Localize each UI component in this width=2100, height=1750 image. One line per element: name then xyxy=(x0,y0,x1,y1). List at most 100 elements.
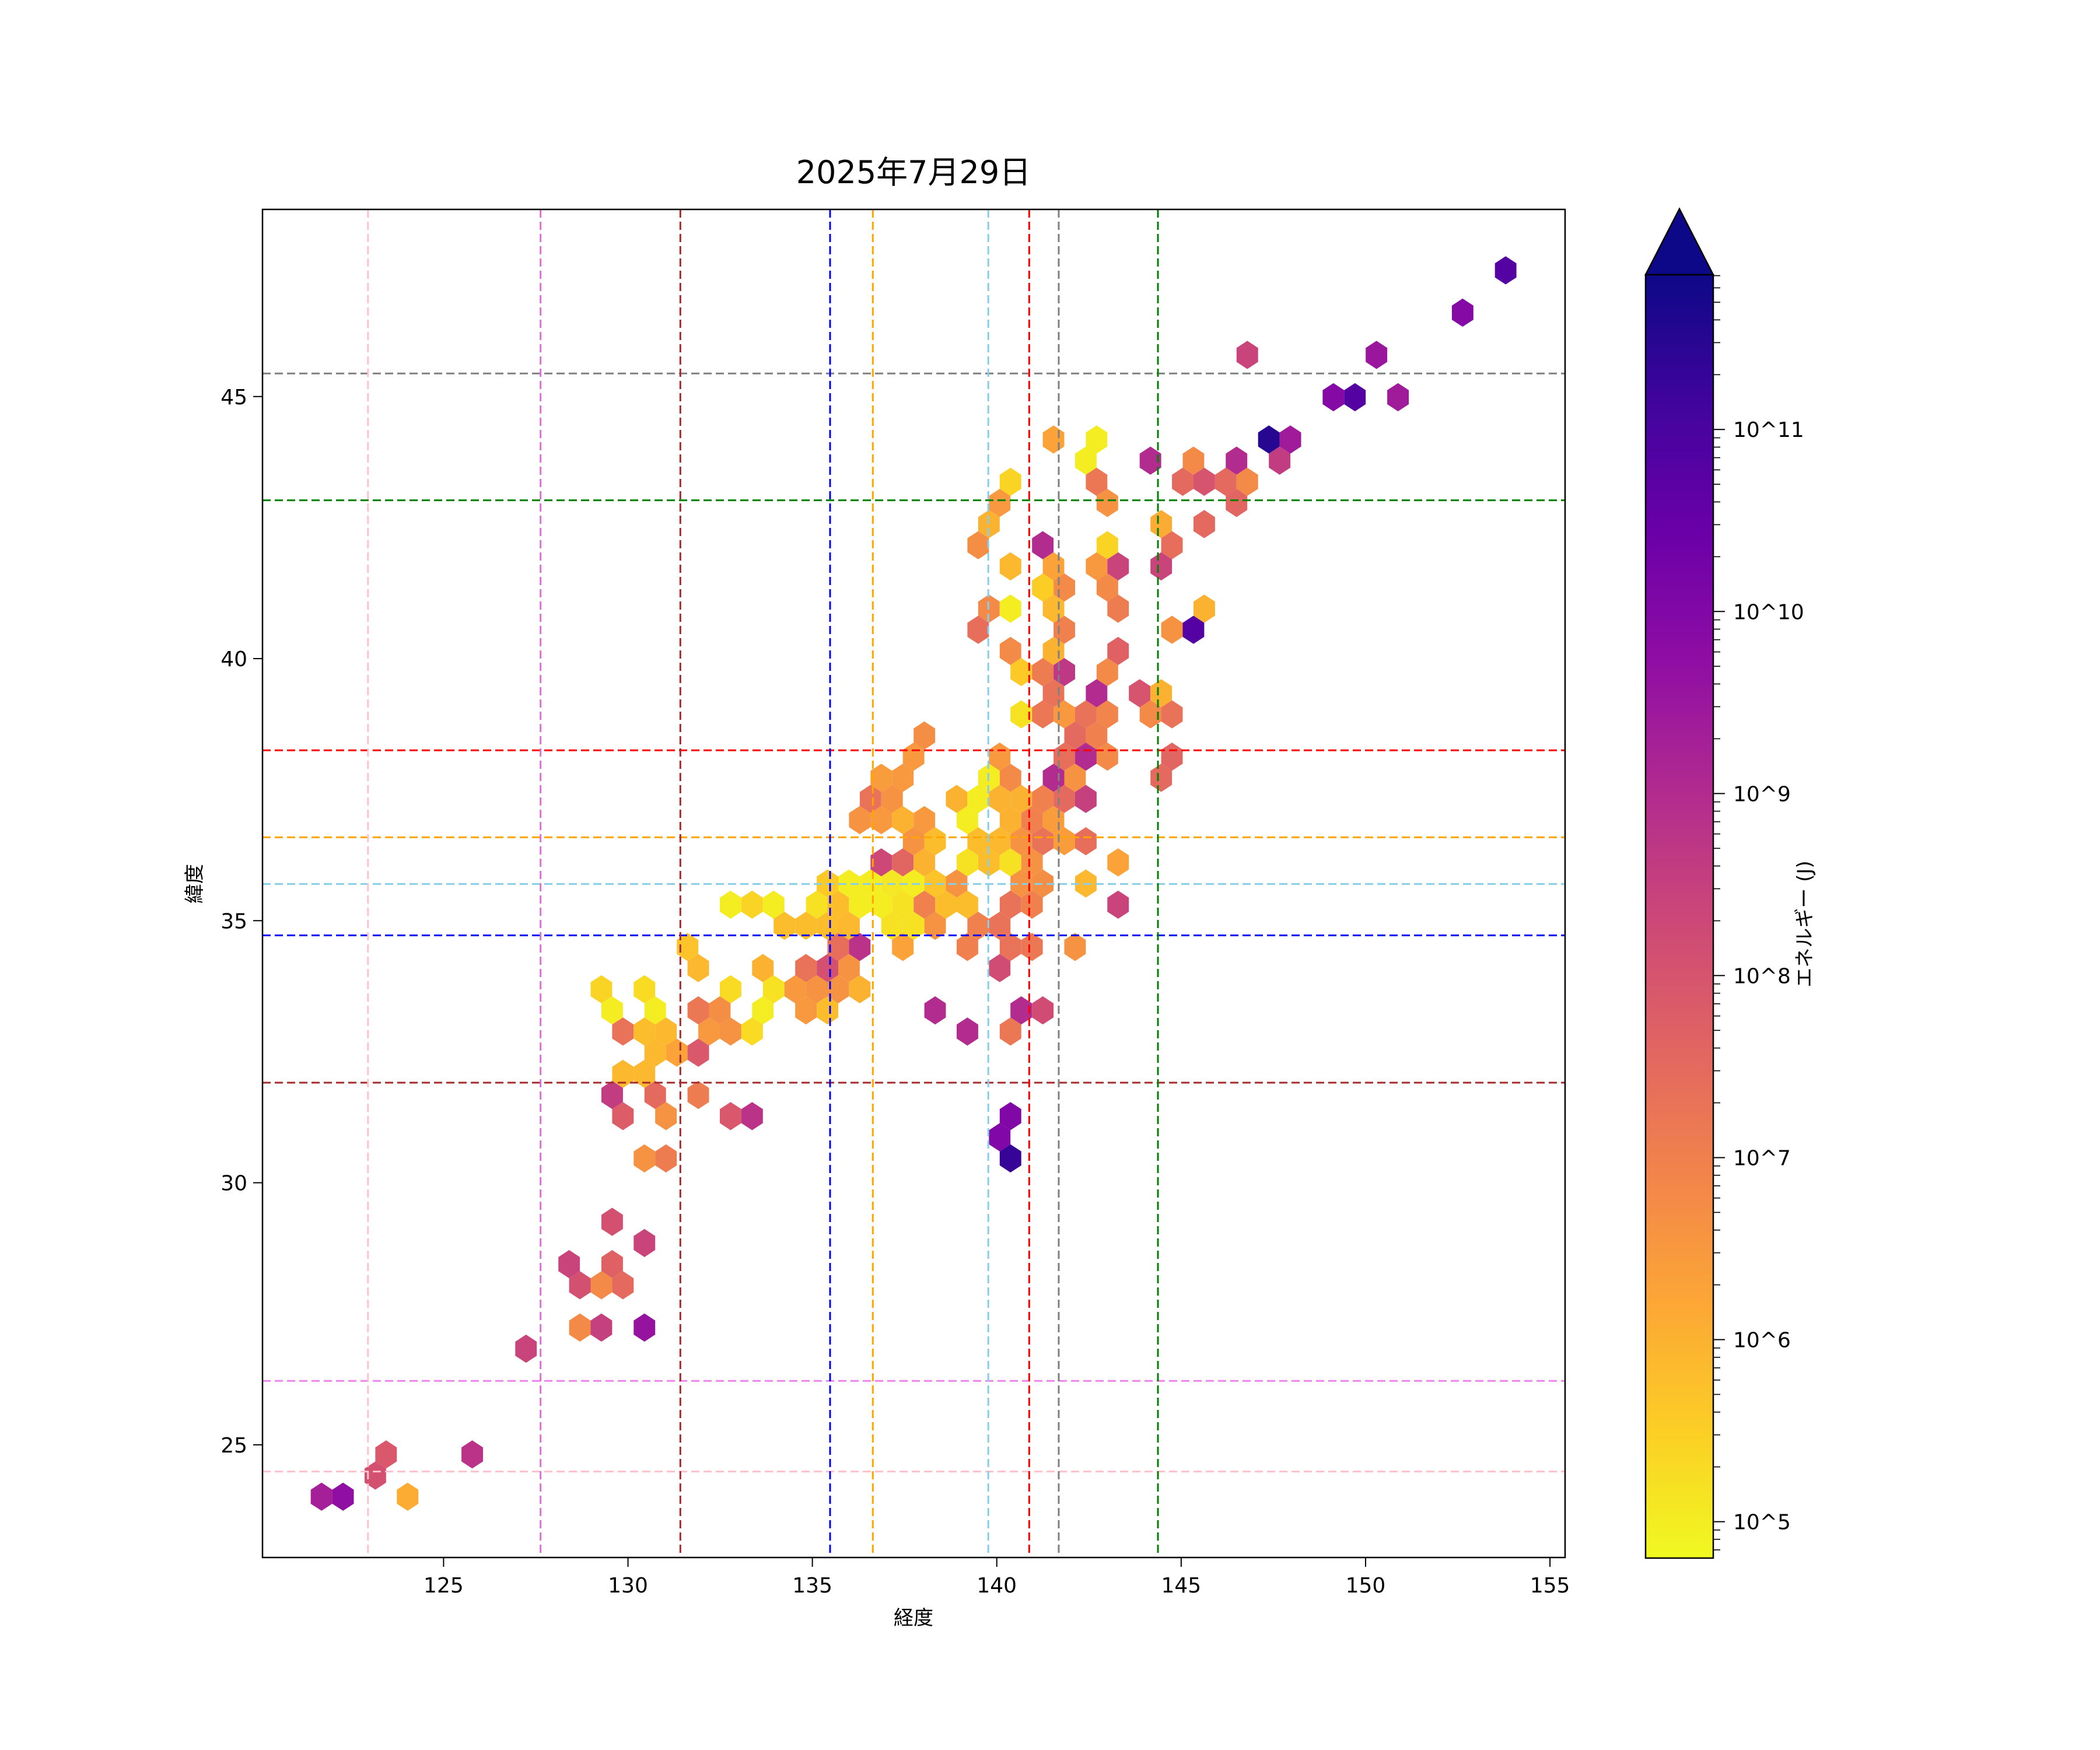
hexbin-cell xyxy=(1064,764,1086,792)
hexbin-cell xyxy=(1107,552,1129,581)
colorbar: 10^5 10^6 10^7 10^8 10^9 10^10 10^11 エネルギー (J) xyxy=(1644,207,1817,1559)
hexbin-cell xyxy=(914,848,936,877)
hexbin-cell xyxy=(1042,764,1065,792)
x-tick-label: 150 xyxy=(1346,1574,1386,1598)
hexbin-cell xyxy=(870,848,892,877)
hexbin-cell xyxy=(666,1038,688,1067)
hexbin-cell xyxy=(720,975,741,1003)
hexbin-cell xyxy=(1494,256,1517,285)
hexbin-cell xyxy=(634,1228,656,1257)
hexbin-cell xyxy=(558,1250,580,1279)
hexbin-cell xyxy=(709,996,731,1025)
hexbin-cell xyxy=(698,1017,720,1046)
hexbin-cell xyxy=(461,1440,483,1469)
colorbar-tick-label: 10^7 xyxy=(1733,1146,1791,1170)
hexbin-cell xyxy=(1172,467,1194,496)
hexbin-cell xyxy=(957,890,978,919)
hexbin-cell xyxy=(1086,467,1108,496)
x-axis-label: 経度 xyxy=(894,1606,933,1630)
colorbar-label: エネルギー (J) xyxy=(1793,860,1817,987)
chart-title: 2025年7月29日 xyxy=(796,154,1031,191)
colorbar-gradient xyxy=(1644,274,1714,1559)
hexbin-cell xyxy=(634,1144,656,1172)
hexbin-cell xyxy=(1064,933,1086,961)
hexbin-cell xyxy=(784,975,806,1003)
hexbin-cell xyxy=(590,1271,612,1300)
hexbin-cell xyxy=(515,1334,537,1363)
hexbin-cell xyxy=(1075,785,1097,813)
hexbin-cell xyxy=(1064,721,1086,750)
hexbin-cell xyxy=(1032,869,1054,898)
hexbin-cell xyxy=(806,975,828,1003)
hexbin-cell xyxy=(1139,446,1161,475)
hexbin-cell xyxy=(795,912,817,940)
colorbar-tick-label: 10^6 xyxy=(1733,1329,1791,1353)
hexbin-cell xyxy=(892,806,914,835)
hexbin-cell xyxy=(999,890,1021,919)
hexbin-cell xyxy=(601,1250,623,1279)
hexbin-cell xyxy=(849,806,871,835)
hexbin-cell xyxy=(1161,615,1183,644)
hexbin-cell xyxy=(827,975,849,1003)
hexbin-cell xyxy=(590,975,612,1003)
hexbin-cell xyxy=(914,890,936,919)
hexbin-cell xyxy=(1021,848,1043,877)
hexbin-cell xyxy=(1279,425,1301,454)
x-tick-label: 125 xyxy=(424,1574,464,1598)
y-tick-label: 25 xyxy=(220,1434,247,1458)
hexbin-cell xyxy=(1150,552,1172,581)
hexbin-cell xyxy=(569,1271,591,1300)
hexbin-cell xyxy=(989,785,1011,813)
hexbin-cell xyxy=(957,933,978,961)
hexbin-cell xyxy=(1236,341,1258,369)
hexbin-cell xyxy=(720,1017,741,1046)
x-tick-label: 140 xyxy=(977,1574,1017,1598)
hexbin-cell xyxy=(859,785,881,813)
hexbin-cell xyxy=(849,933,871,961)
hexbin-cell xyxy=(687,1080,709,1110)
hexbin-cell xyxy=(1021,890,1043,919)
hexbin-cell xyxy=(1075,700,1097,729)
x-tick-label: 130 xyxy=(608,1574,648,1598)
hexbin-cell xyxy=(1107,890,1129,919)
hexbin-cell xyxy=(870,764,892,792)
hexbin-cell xyxy=(332,1482,354,1511)
hexbin-cell xyxy=(365,1461,386,1490)
hexbin-cell xyxy=(935,890,957,919)
hexbin-cell xyxy=(999,933,1021,961)
hexbin-cell xyxy=(569,1313,591,1342)
hexbin-cell xyxy=(978,510,1000,538)
hexbin-cell xyxy=(999,848,1021,877)
hexbin-cell xyxy=(1344,383,1366,412)
x-tick-label: 135 xyxy=(792,1574,832,1598)
hexbin-cell xyxy=(1194,510,1215,538)
hexbin-cell xyxy=(989,954,1011,982)
colorbar-tick-label: 10^10 xyxy=(1733,600,1804,624)
hexbin-cell xyxy=(720,1102,741,1130)
reference-lines xyxy=(262,209,1565,1558)
hexbin-cell xyxy=(687,996,709,1025)
hexbin-cell xyxy=(989,912,1011,940)
hexbin-cell xyxy=(999,636,1021,666)
y-tick-label: 30 xyxy=(220,1172,247,1196)
hexbin-cell xyxy=(892,764,914,792)
hexbin-cell xyxy=(1010,869,1032,898)
hexbin-cell xyxy=(1086,679,1108,708)
hexbin-cell xyxy=(762,890,785,919)
hexbin-cell xyxy=(741,890,763,919)
hexbin-cell xyxy=(1322,383,1345,412)
y-tick-label: 40 xyxy=(220,648,247,671)
hexbin-cell xyxy=(1269,446,1291,475)
hexbin-cell xyxy=(795,954,817,982)
hexbin-cell xyxy=(838,954,860,982)
hexbin-cell xyxy=(1032,658,1054,687)
hexbin-cell xyxy=(881,785,903,813)
hexbin-cell xyxy=(795,996,817,1025)
hexbin-cell xyxy=(1214,467,1237,496)
hexbin-cell xyxy=(1194,594,1215,623)
hexbin-cell xyxy=(1096,573,1118,602)
colorbar-tick-label: 10^11 xyxy=(1733,418,1804,442)
hexbin-cell xyxy=(612,1271,634,1300)
hexbin-cell xyxy=(1387,383,1409,412)
hexbin-cell xyxy=(1075,446,1097,475)
